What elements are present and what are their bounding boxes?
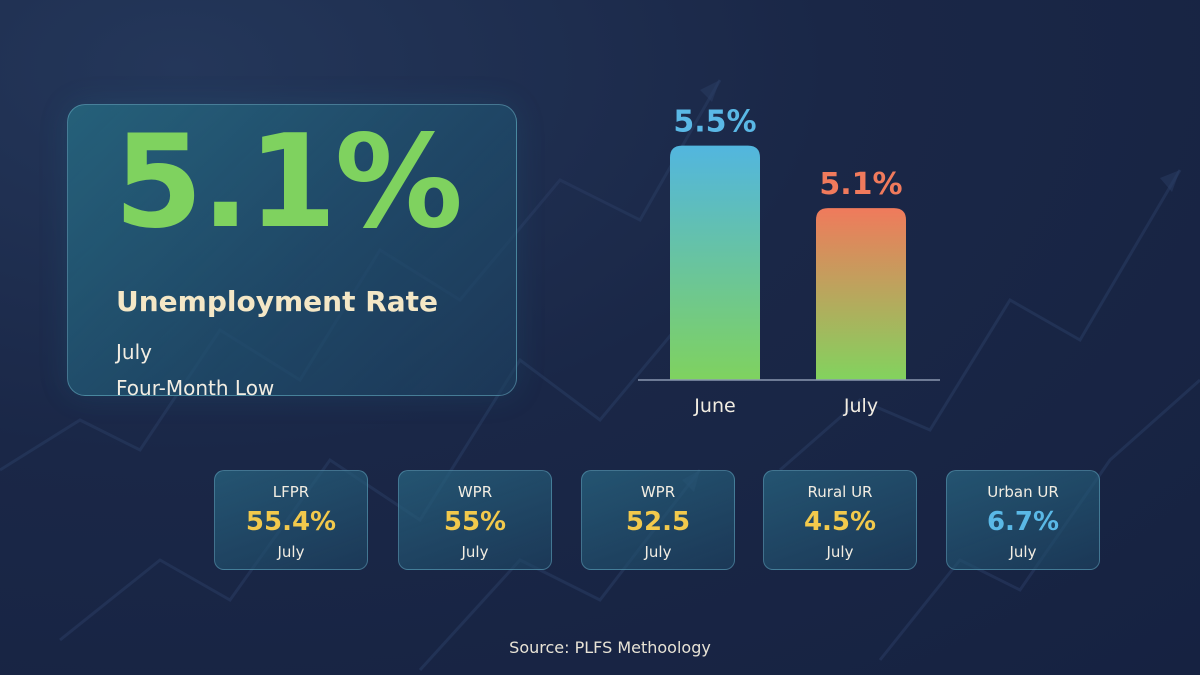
category-label: June bbox=[693, 395, 735, 417]
category-label: July bbox=[843, 395, 878, 417]
stat-label: Rural UR bbox=[807, 483, 873, 501]
stat-card: WPR 55% July bbox=[398, 470, 552, 570]
stat-card: LFPR 55.4% July bbox=[214, 470, 368, 570]
stat-value: 55% bbox=[443, 507, 507, 537]
headline-label: Unemployment Rate bbox=[116, 285, 439, 318]
stat-period: July bbox=[277, 543, 305, 561]
stat-label: Urban UR bbox=[987, 483, 1059, 501]
bar-july bbox=[816, 208, 906, 380]
stat-label: LFPR bbox=[272, 483, 310, 501]
bar-june bbox=[670, 145, 760, 380]
headline-value: 5.1% bbox=[114, 108, 463, 257]
stat-value: 55.4% bbox=[245, 507, 337, 537]
bar-value-label: 5.5% bbox=[673, 105, 756, 140]
stat-label: WPR bbox=[457, 483, 493, 501]
headline-period: July bbox=[116, 340, 152, 364]
source-note: Source: PLFS Methoology bbox=[509, 638, 711, 657]
stat-card: Urban UR 6.7% July bbox=[946, 470, 1100, 570]
stat-card: WPR 52.5 July bbox=[581, 470, 735, 570]
stat-label: WPR bbox=[640, 483, 676, 501]
headline-note: Four-Month Low bbox=[116, 376, 275, 400]
stat-period: July bbox=[1009, 543, 1037, 561]
stat-value: 4.5% bbox=[803, 507, 877, 537]
stat-card: Rural UR 4.5% July bbox=[763, 470, 917, 570]
stat-value: 52.5 bbox=[625, 507, 691, 537]
headline-card: 5.1% Unemployment Rate July Four-Month L… bbox=[67, 104, 517, 400]
bar-value-label: 5.1% bbox=[819, 167, 902, 202]
stat-value: 6.7% bbox=[986, 507, 1060, 537]
stat-period: July bbox=[461, 543, 489, 561]
unemployment-bar-chart: 5.5% June 5.1% July bbox=[638, 105, 940, 417]
stat-period: July bbox=[644, 543, 672, 561]
stat-period: July bbox=[826, 543, 854, 561]
